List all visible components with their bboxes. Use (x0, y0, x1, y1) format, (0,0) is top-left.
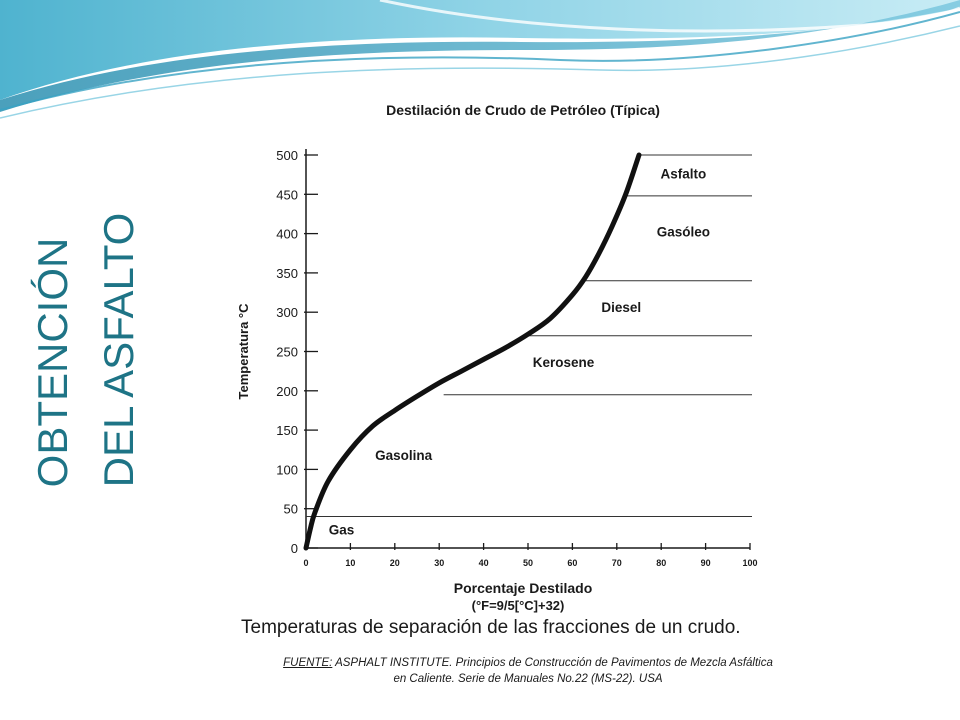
figure-source: FUENTE: ASPHALT INSTITUTE. Principios de… (243, 655, 813, 687)
fraction-label-diesel: Diesel (601, 300, 641, 315)
chart-title: Destilación de Crudo de Petróleo (Típica… (386, 102, 660, 118)
distillation-figure: Destilación de Crudo de Petróleo (Típica… (233, 93, 835, 690)
fraction-label-kerosene: Kerosene (533, 355, 595, 370)
x-tick-label-80: 80 (656, 558, 666, 568)
source-label: FUENTE: (283, 657, 333, 669)
y-tick-label-0: 0 (291, 541, 298, 556)
y-tick-label-350: 350 (276, 266, 298, 281)
plot-area: 0 50 100 150 200 250 300 350 400 450 500 0 10 20 30 40 5… (276, 148, 757, 568)
x-tick-label-60: 60 (567, 558, 577, 568)
fraction-label-gas: Gas (329, 523, 355, 538)
y-axis-label: Temperatura °C (236, 303, 251, 400)
x-tick-label-100: 100 (742, 558, 757, 568)
source-line-2: en Caliente. Serie de Manuales No.22 (MS… (393, 673, 663, 685)
x-tick-label-0: 0 (303, 558, 308, 568)
slide-title-line-1: OBTENCIÓN (29, 237, 76, 488)
source-line-1: ASPHALT INSTITUTE. Principios de Constru… (332, 657, 773, 669)
x-tick-label-90: 90 (701, 558, 711, 568)
y-tick-label-300: 300 (276, 305, 298, 320)
y-tick-label-400: 400 (276, 227, 298, 242)
y-tick-label-50: 50 (284, 502, 298, 517)
x-tick-label-50: 50 (523, 558, 533, 568)
fraction-label-gasolina: Gasolina (375, 448, 433, 463)
distillation-curve (303, 152, 642, 551)
x-tick-label-30: 30 (434, 558, 444, 568)
y-tick-label-150: 150 (276, 423, 298, 438)
x-axis-note: (°F=9/5[°C]+32) (472, 598, 565, 613)
header-wave-decoration (0, 0, 960, 119)
figure-caption: Temperaturas de separación de las fracci… (241, 617, 741, 638)
y-tick-label-200: 200 (276, 384, 298, 399)
fraction-label-asfalto: Asfalto (661, 167, 707, 182)
y-tick-label-500: 500 (276, 148, 298, 163)
distillation-chart: Destilación de Crudo de Petróleo (Típica… (236, 102, 758, 613)
y-tick-label-450: 450 (276, 187, 298, 202)
x-tick-label-70: 70 (612, 558, 622, 568)
y-tick-label-250: 250 (276, 345, 298, 360)
fraction-label-gasóleo: Gasóleo (657, 225, 710, 240)
x-tick-label-10: 10 (345, 558, 355, 568)
y-tick-label-100: 100 (276, 462, 298, 477)
slide-title-line-2: DEL ASFALTO (95, 212, 142, 488)
x-axis-label: Porcentaje Destilado (454, 580, 593, 596)
x-tick-label-20: 20 (390, 558, 400, 568)
x-tick-label-40: 40 (479, 558, 489, 568)
